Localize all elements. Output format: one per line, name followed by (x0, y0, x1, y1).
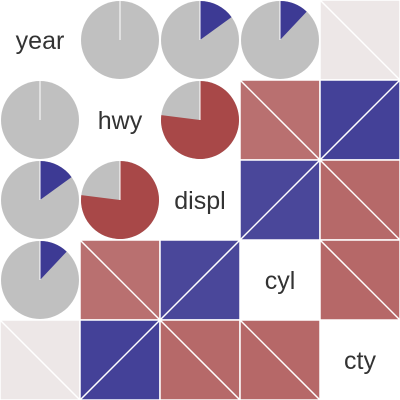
shade-diagonal (239, 79, 321, 161)
variable-label-hwy: hwy (98, 107, 143, 135)
shade-diagonal (319, 159, 400, 241)
pie-slice (40, 241, 67, 280)
shade-cell-cyl-cty (319, 239, 400, 321)
shade-diagonal (239, 319, 321, 400)
pie-cell-displ-hwy (81, 161, 160, 240)
shade-diagonal (239, 159, 321, 241)
pie-slice (280, 0, 307, 40)
shade-diagonal (319, 0, 400, 81)
shade-diagonal (159, 319, 241, 400)
pie-cell-year-hwy (81, 1, 159, 79)
variable-label-displ: displ (174, 187, 225, 215)
shade-diagonal (319, 239, 400, 321)
pie-cell-hwy-displ (161, 81, 240, 159)
pie-cell-year-displ (161, 1, 239, 79)
pie-cell-cyl-year (1, 241, 79, 319)
pie-cell-hwy-year (1, 81, 79, 159)
pie-slice (40, 161, 72, 200)
shade-diagonal (319, 79, 400, 161)
shade-diagonal (79, 319, 161, 400)
shade-cell-cty-cyl (239, 319, 321, 400)
shade-diagonal (159, 239, 241, 321)
shade-cell-displ-cyl (239, 159, 321, 241)
shade-cell-cty-displ (159, 319, 241, 400)
shade-diagonal (0, 319, 81, 400)
shade-cell-hwy-cty (319, 79, 400, 161)
pie-cell-displ-year (1, 161, 79, 239)
pie-cell-year-cyl (241, 0, 319, 79)
shade-diagonal (79, 239, 161, 321)
variable-label-cyl: cyl (265, 267, 296, 295)
shade-cell-cyl-displ (159, 239, 241, 321)
shade-cell-cyl-hwy (79, 239, 161, 321)
shade-cell-cty-year (0, 319, 81, 400)
shade-cell-displ-cty (319, 159, 400, 241)
shade-cell-hwy-cyl (239, 79, 321, 161)
shade-cell-year-cty (319, 0, 400, 81)
pie-slice (200, 1, 232, 40)
shade-cell-cty-hwy (79, 319, 161, 400)
variable-label-year: year (16, 27, 65, 55)
variable-label-cty: cty (344, 347, 376, 375)
